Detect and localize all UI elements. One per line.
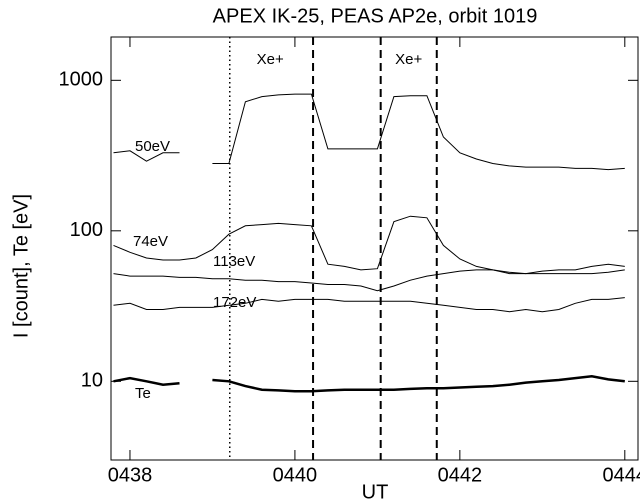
y-tick-label: 1000 <box>59 69 104 91</box>
series-label: 50eV <box>135 138 170 155</box>
series-line <box>113 297 625 313</box>
y-axis-label: I [count], Te [eV] <box>10 194 32 338</box>
x-tick-label: 0444 <box>603 464 640 486</box>
x-tick-label: 0438 <box>108 464 153 486</box>
series-line <box>113 269 625 292</box>
series-line <box>212 93 625 171</box>
x-tick-label: 0440 <box>273 464 318 486</box>
series-line <box>113 376 180 386</box>
series-line <box>212 375 625 393</box>
series-line <box>113 150 180 162</box>
y-tick-label: 100 <box>70 219 103 241</box>
series-label: 172eV <box>213 294 256 311</box>
annotation: Xe+ <box>257 51 284 68</box>
series-label: 74eV <box>133 233 168 250</box>
x-axis-label: UT <box>362 481 389 503</box>
annotation: Xe+ <box>395 51 422 68</box>
x-tick-label: 0442 <box>438 464 483 486</box>
chart-title: APEX IK-25, PEAS AP2e, orbit 1019 <box>213 5 538 27</box>
plot-frame <box>110 36 639 461</box>
y-tick-label: 10 <box>81 370 103 392</box>
series-line <box>113 215 625 275</box>
series-label: Te <box>135 385 151 402</box>
series-label: 113eV <box>213 253 255 270</box>
